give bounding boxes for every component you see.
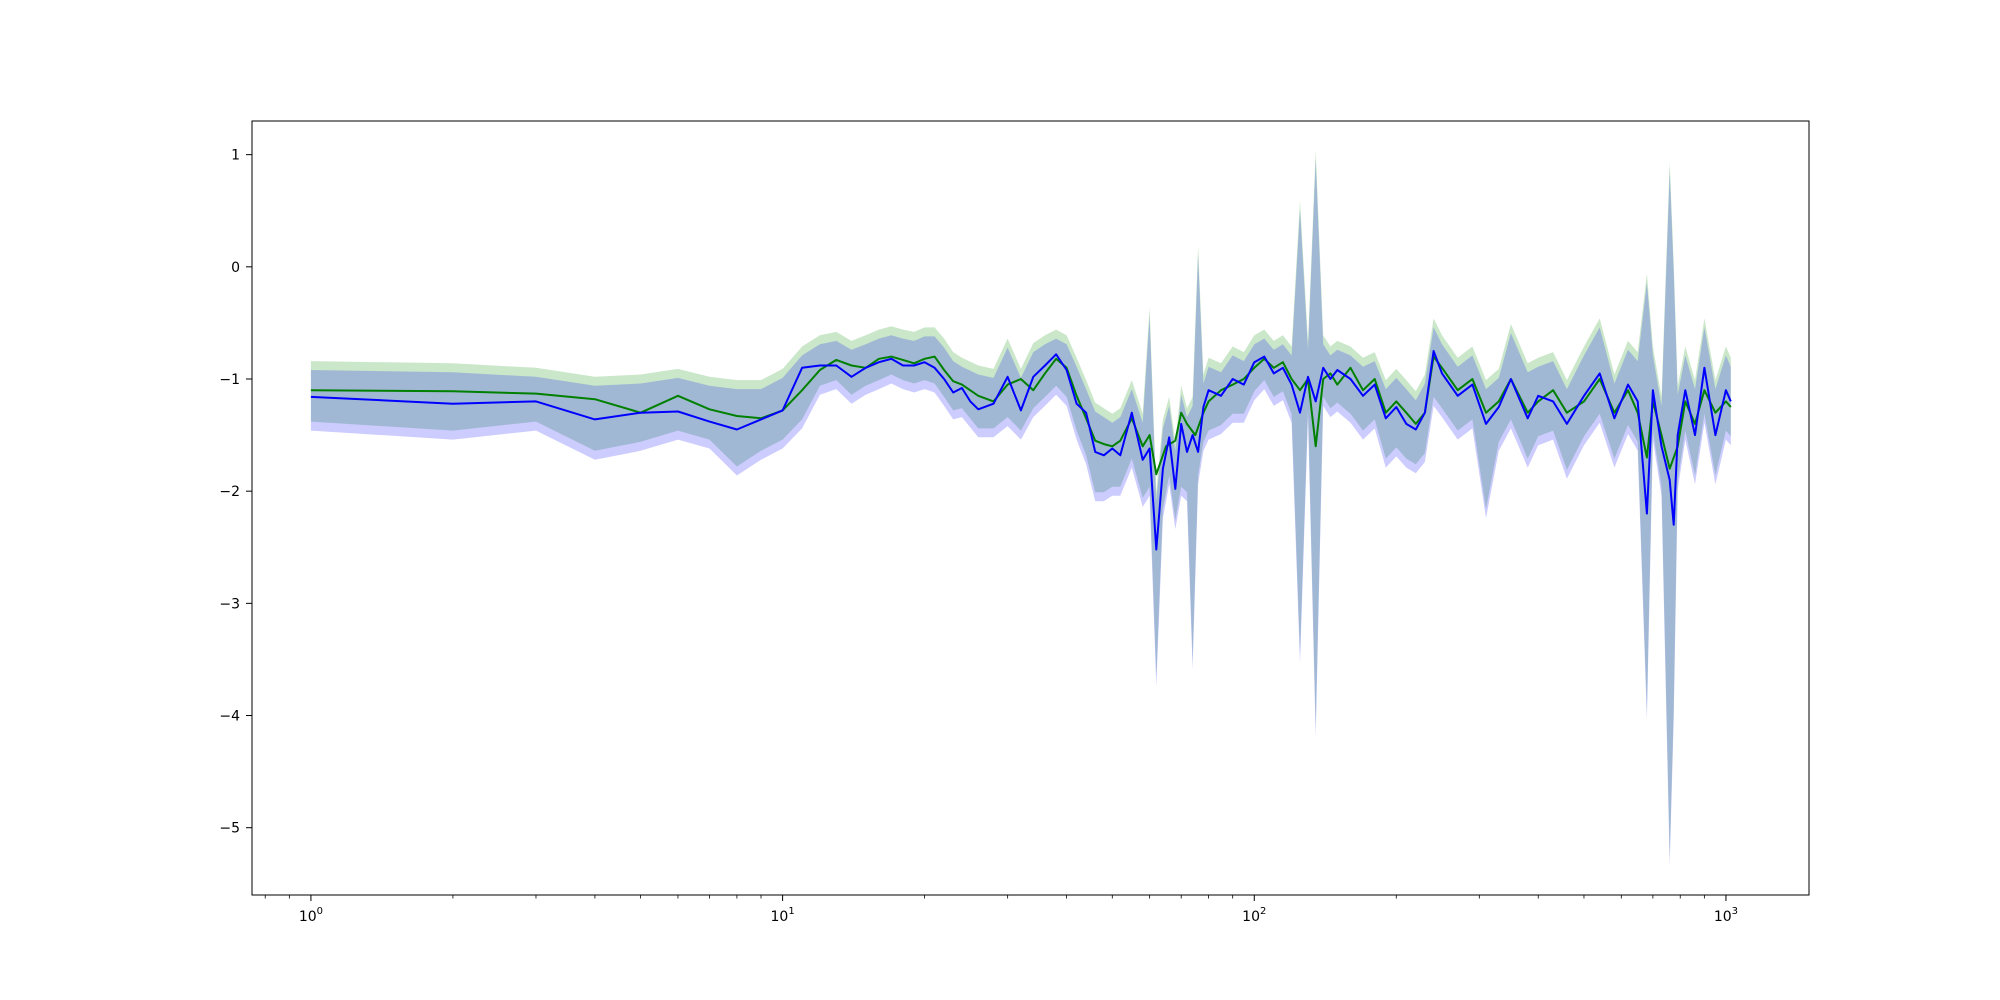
x-axis: 100 101 102 103 xyxy=(264,895,1738,925)
x-tick-label: 101 xyxy=(770,906,794,925)
y-axis: 1 0 −1 −2 −3 −4 −5 xyxy=(219,148,252,837)
y-tick-label: −1 xyxy=(219,372,240,388)
plot-frame xyxy=(251,120,1810,896)
series-1-band xyxy=(310,150,1731,857)
x-tick-label: 103 xyxy=(1714,906,1738,925)
series-2-band xyxy=(310,159,1731,866)
series-1-line xyxy=(310,355,1732,476)
y-tick-label: −3 xyxy=(219,596,240,612)
x-tick-label: 100 xyxy=(299,906,323,925)
y-tick-label: 1 xyxy=(231,148,240,164)
x-tick-label: 102 xyxy=(1242,906,1266,925)
series-2-line xyxy=(310,350,1732,551)
y-tick-label: 0 xyxy=(231,260,240,276)
confidence-bands xyxy=(310,150,1731,866)
series-lines xyxy=(310,350,1732,551)
y-tick-label: −5 xyxy=(219,821,240,837)
y-tick-label: −2 xyxy=(219,484,240,500)
y-tick-label: −4 xyxy=(219,709,240,725)
